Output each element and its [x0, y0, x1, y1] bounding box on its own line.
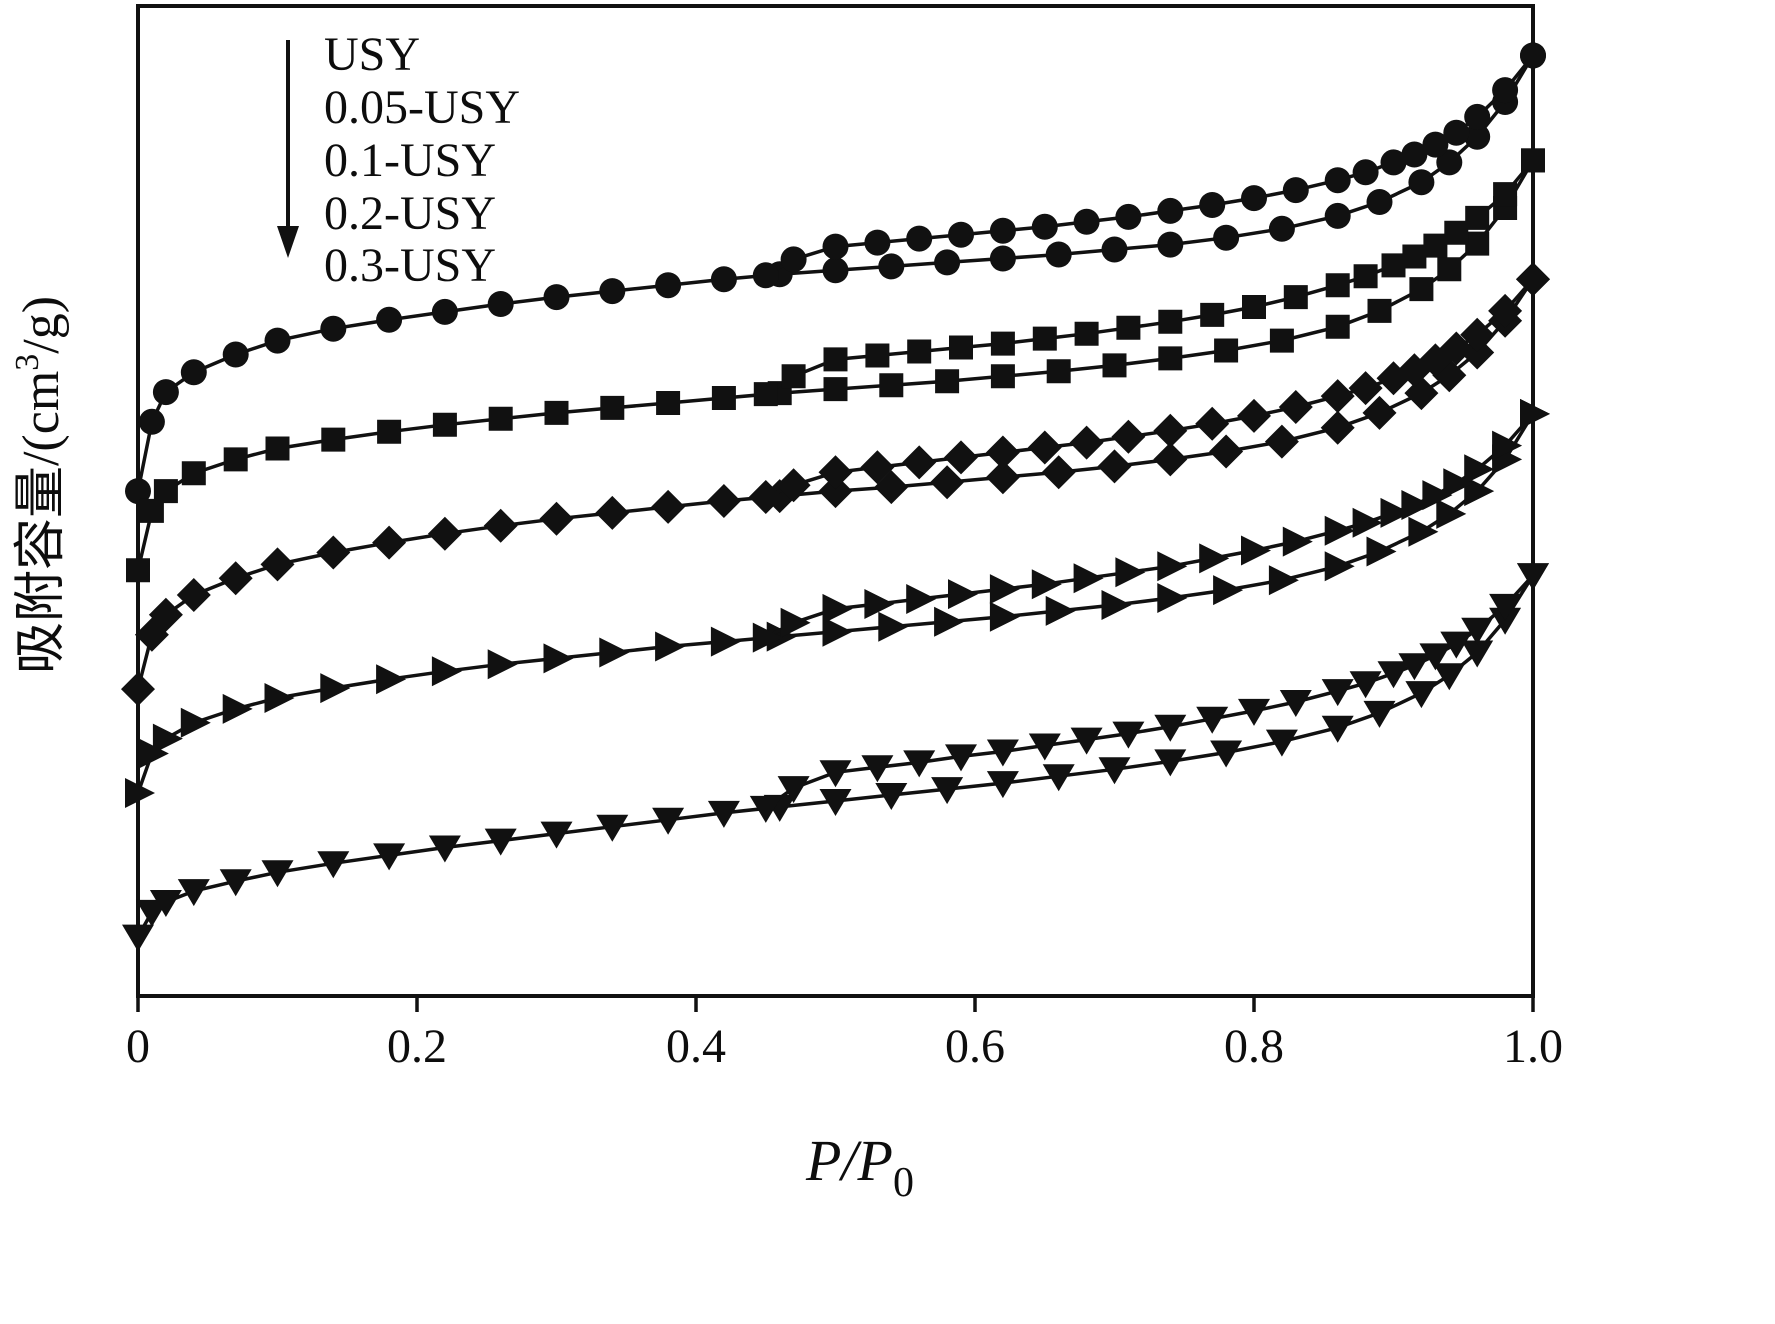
- series-layer: [121, 42, 1550, 952]
- legend-entry-02-usy: 0.2-USY: [324, 187, 496, 240]
- usy-01-desorption-markers-diamond-icon: [748, 262, 1550, 514]
- legend-entry-03-usy: 0.3-USY: [324, 239, 496, 292]
- legend-entry-usy: USY: [324, 28, 420, 81]
- legend-entry-005-usy: 0.05-USY: [324, 81, 520, 134]
- x-tick-label: 0.2: [387, 1020, 447, 1073]
- usy-adsorption-markers-circle-icon: [125, 42, 1546, 505]
- legend: USY 0.05-USY 0.1-USY 0.2-USY 0.3-USY: [277, 28, 520, 292]
- usy-005-desorption-markers-square-icon: [753, 148, 1545, 407]
- x-tick-label: 0.4: [666, 1020, 726, 1073]
- x-tick-label: 0.6: [945, 1020, 1005, 1073]
- x-tick-label: 1.0: [1503, 1020, 1563, 1073]
- legend-order-arrow-head-icon: [277, 226, 299, 258]
- x-tick-label: 0: [126, 1020, 150, 1073]
- x-axis-ticks: 0 0.2 0.4 0.6 0.8 1.0: [126, 996, 1563, 1073]
- y-axis-label: 吸附容量/(cm3/g): [9, 296, 70, 674]
- usy-03-adsorption-markers-triangle-down-icon: [122, 563, 1549, 952]
- usy-desorption-markers-circle-icon: [752, 42, 1546, 289]
- x-tick-label: 0.8: [1224, 1020, 1284, 1073]
- usy-02-desorption-markers-triangle-right-icon: [752, 398, 1550, 653]
- x-axis-label: P/P0: [805, 1128, 914, 1206]
- legend-entry-01-usy: 0.1-USY: [324, 134, 496, 187]
